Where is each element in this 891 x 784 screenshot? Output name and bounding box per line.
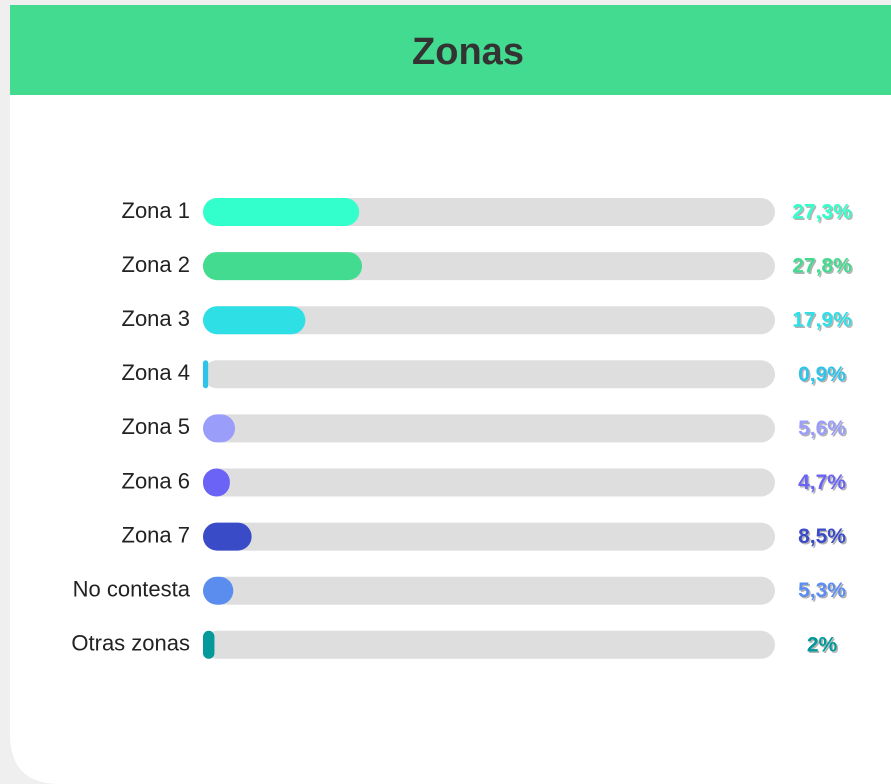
bar-track: [203, 468, 775, 497]
category-label: Zona 7: [122, 522, 191, 547]
bar: [203, 252, 363, 281]
category-label: Zona 4: [122, 360, 191, 385]
bar: [203, 468, 230, 497]
category-label: Zona 6: [122, 468, 191, 493]
value-label: 27,8%: [792, 255, 852, 278]
bar-track: [203, 414, 775, 443]
bar: [203, 414, 236, 443]
bar: [203, 576, 234, 605]
value-label: 5,6%: [798, 417, 846, 440]
bar: [203, 306, 306, 335]
category-label: No contesta: [73, 577, 191, 602]
bar: [203, 198, 360, 226]
value-label: 4,7%: [798, 471, 846, 494]
category-label: Zona 2: [122, 252, 191, 277]
bar: [203, 522, 252, 551]
category-label: Zona 1: [122, 198, 191, 223]
card: [10, 5, 891, 784]
category-label: Otras zonas: [71, 631, 190, 656]
bar-track: [203, 306, 775, 335]
bar: [203, 630, 215, 659]
value-label: 2%: [807, 633, 838, 656]
value-label: 0,9%: [798, 363, 846, 386]
bar: [203, 360, 209, 389]
bar-track: [203, 522, 775, 551]
value-label: 27,3%: [792, 201, 852, 224]
card-header: [10, 5, 891, 95]
chart-title: Zonas: [412, 31, 524, 73]
bar-track: [203, 360, 775, 389]
category-label: Zona 3: [122, 306, 191, 331]
bar-track: [203, 630, 775, 659]
value-label: 8,5%: [798, 525, 846, 548]
value-label: 5,3%: [798, 579, 846, 602]
bar-track: [203, 576, 775, 605]
value-label: 17,9%: [792, 309, 852, 332]
category-label: Zona 5: [122, 414, 191, 439]
